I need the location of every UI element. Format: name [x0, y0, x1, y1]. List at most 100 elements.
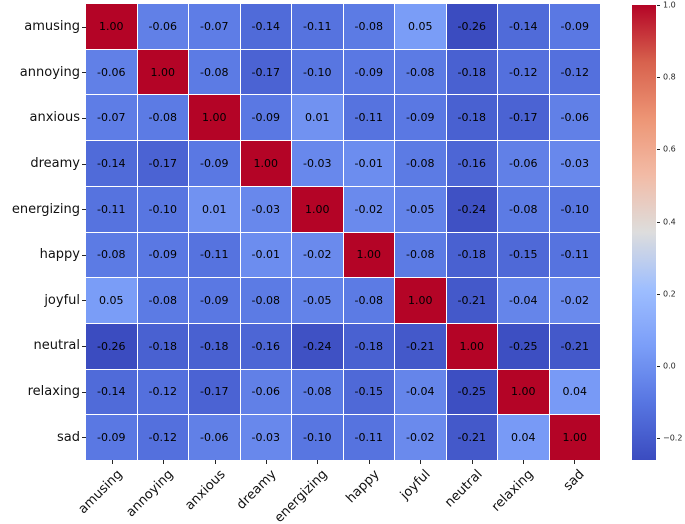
- heatmap-cell: -0.01: [240, 232, 291, 278]
- heatmap-cell: 0.01: [292, 95, 343, 141]
- heatmap-cell: -0.17: [240, 49, 291, 95]
- heatmap-cell: -0.12: [137, 415, 188, 460]
- colorbar-tick: [657, 293, 660, 295]
- heatmap-cell: -0.06: [189, 415, 240, 460]
- heatmap-cell: -0.18: [446, 49, 497, 95]
- colorbar-tick: [657, 77, 660, 79]
- x-tick: [265, 460, 267, 464]
- heatmap-cell: -0.03: [549, 141, 600, 186]
- heatmap-cell: 0.01: [189, 186, 240, 232]
- heatmap-cell: -0.08: [137, 278, 188, 323]
- heatmap-cell: -0.06: [498, 141, 549, 186]
- heatmap-cell: -0.24: [446, 186, 497, 232]
- heatmap-cell: 0.05: [86, 278, 137, 323]
- heatmap-cell: -0.07: [86, 95, 137, 141]
- colorbar-tick: [657, 366, 660, 368]
- heatmap-cell: -0.04: [498, 278, 549, 323]
- x-tick-label: energizing: [272, 467, 331, 524]
- heatmap-cell: -0.11: [86, 186, 137, 232]
- colorbar-tick-label: 0.6: [663, 144, 676, 154]
- colorbar-tick-label: 0.4: [663, 217, 676, 227]
- heatmap-cell: -0.15: [498, 232, 549, 278]
- heatmap-cell: -0.17: [498, 95, 549, 141]
- heatmap-cell: -0.14: [240, 4, 291, 49]
- heatmap-cell: -0.03: [292, 141, 343, 186]
- x-tick: [163, 460, 165, 464]
- colorbar-tick-label: 0.8: [663, 72, 676, 82]
- heatmap-cell: -0.06: [137, 4, 188, 49]
- heatmap-cell: -0.09: [189, 278, 240, 323]
- y-tick-label: anxious: [29, 110, 80, 126]
- y-tick: [82, 72, 86, 74]
- heatmap-cell: 1.00: [137, 49, 188, 95]
- y-tick-label: happy: [39, 247, 80, 263]
- heatmap-cell: -0.06: [86, 49, 137, 95]
- colorbar-tick-label: −0.2: [663, 433, 683, 443]
- heatmap-cell: -0.18: [189, 323, 240, 369]
- heatmap-cell: -0.08: [498, 186, 549, 232]
- heatmap-cell: -0.17: [137, 141, 188, 186]
- y-tick: [82, 26, 86, 28]
- y-tick: [82, 391, 86, 393]
- heatmap-cell: -0.21: [549, 323, 600, 369]
- y-tick-label: dreamy: [30, 156, 80, 172]
- heatmap-cell: -0.01: [343, 141, 394, 186]
- x-tick: [574, 460, 576, 464]
- heatmap-cell: 0.04: [549, 369, 600, 415]
- x-tick-label: happy: [343, 467, 383, 507]
- heatmap-cell: 1.00: [240, 141, 291, 186]
- x-tick: [420, 460, 422, 464]
- heatmap-cell: -0.21: [446, 415, 497, 460]
- heatmap-cell: -0.06: [549, 95, 600, 141]
- y-tick-label: annoying: [19, 64, 80, 80]
- heatmap-cell: -0.18: [446, 95, 497, 141]
- heatmap-cell: -0.25: [446, 369, 497, 415]
- heatmap-cell: -0.09: [240, 95, 291, 141]
- heatmap-cell: -0.26: [86, 323, 137, 369]
- heatmap-cell: -0.11: [343, 95, 394, 141]
- heatmap-cell: -0.09: [86, 415, 137, 460]
- x-tick: [522, 460, 524, 464]
- x-tick: [471, 460, 473, 464]
- x-tick-label: relaxing: [488, 467, 537, 515]
- colorbar-tick: [657, 149, 660, 151]
- colorbar-gradient: [632, 5, 656, 460]
- y-tick-label: sad: [57, 429, 80, 445]
- heatmap-cell: 1.00: [189, 95, 240, 141]
- heatmap-cell: -0.08: [137, 95, 188, 141]
- heatmap-cell: -0.09: [395, 95, 446, 141]
- heatmap-cell: -0.14: [498, 4, 549, 49]
- heatmap-cell: 1.00: [549, 415, 600, 460]
- heatmap-cell: -0.10: [292, 415, 343, 460]
- heatmap-cell: -0.10: [292, 49, 343, 95]
- heatmap-cell: -0.08: [292, 369, 343, 415]
- heatmap-cell: -0.18: [137, 323, 188, 369]
- heatmap-cell: -0.12: [498, 49, 549, 95]
- y-tick: [82, 163, 86, 165]
- colorbar-tick: [657, 221, 660, 223]
- heatmap-cell: -0.12: [137, 369, 188, 415]
- colorbar-tick: [657, 5, 660, 6]
- y-tick: [82, 118, 86, 119]
- heatmap-cell: -0.10: [549, 186, 600, 232]
- heatmap-cell: -0.03: [240, 186, 291, 232]
- heatmap-cell: 1.00: [86, 4, 137, 49]
- heatmap-cell: -0.08: [240, 278, 291, 323]
- heatmap-cell: -0.03: [240, 415, 291, 460]
- heatmap-cell: -0.09: [343, 49, 394, 95]
- heatmap-cell: -0.08: [343, 278, 394, 323]
- heatmap-cell: -0.02: [549, 278, 600, 323]
- heatmap-cell: 1.00: [498, 369, 549, 415]
- y-tick: [82, 254, 86, 256]
- heatmap-cell: -0.06: [240, 369, 291, 415]
- heatmap-cell: -0.17: [189, 369, 240, 415]
- heatmap-cell: -0.12: [549, 49, 600, 95]
- y-tick-label: neutral: [33, 338, 81, 354]
- y-tick-label: joyful: [44, 292, 80, 308]
- heatmap-cell: 0.04: [498, 415, 549, 460]
- x-tick: [368, 460, 370, 464]
- heatmap-cell: -0.08: [395, 49, 446, 95]
- y-tick-label: relaxing: [27, 384, 80, 400]
- y-tick-label: energizing: [11, 201, 80, 217]
